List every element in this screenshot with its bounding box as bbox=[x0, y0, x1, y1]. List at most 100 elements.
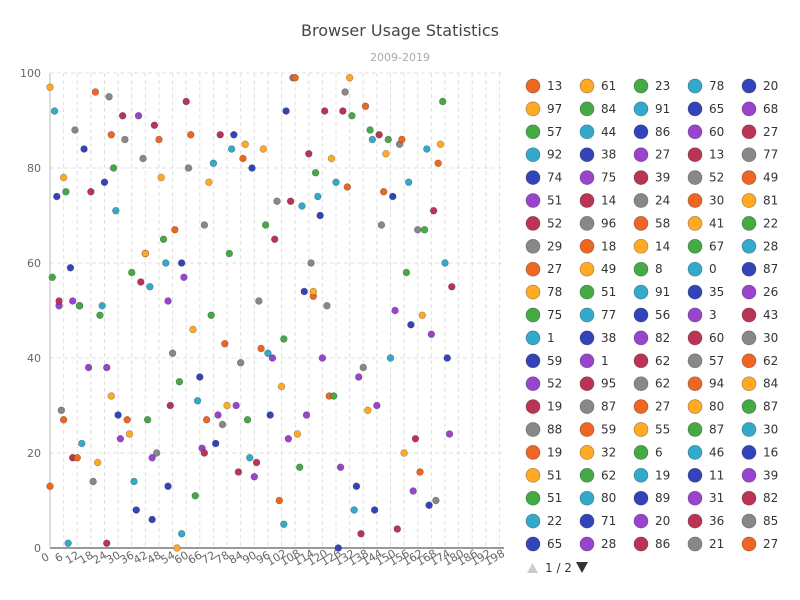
legend-item[interactable]: 20 bbox=[741, 78, 778, 94]
legend-item[interactable]: 94 bbox=[687, 376, 724, 392]
legend-item[interactable]: 11 bbox=[687, 467, 724, 483]
legend-item[interactable]: 57 bbox=[525, 124, 562, 140]
legend-item[interactable]: 78 bbox=[687, 78, 724, 94]
legend-item[interactable]: 51 bbox=[525, 490, 562, 506]
legend-item[interactable]: 92 bbox=[525, 147, 562, 163]
legend-item[interactable]: 36 bbox=[687, 513, 724, 529]
legend-item[interactable]: 89 bbox=[633, 490, 670, 506]
legend-item[interactable]: 68 bbox=[741, 101, 778, 117]
legend-item[interactable]: 71 bbox=[579, 513, 616, 529]
legend-item[interactable]: 80 bbox=[687, 399, 724, 414]
legend-item[interactable]: 20 bbox=[633, 513, 670, 529]
legend-item[interactable]: 87 bbox=[741, 399, 778, 414]
legend-item[interactable]: 24 bbox=[633, 193, 670, 208]
legend-item[interactable]: 30 bbox=[741, 422, 778, 437]
legend-item[interactable]: 3 bbox=[687, 307, 717, 323]
legend-item[interactable]: 39 bbox=[741, 467, 778, 483]
legend-item[interactable]: 35 bbox=[687, 284, 724, 300]
legend-item[interactable]: 52 bbox=[687, 170, 724, 185]
legend-item[interactable]: 62 bbox=[741, 353, 778, 369]
legend-item[interactable]: 39 bbox=[633, 170, 670, 185]
legend-prev-page-icon[interactable] bbox=[527, 563, 538, 573]
legend-item[interactable]: 32 bbox=[579, 445, 616, 460]
legend-item[interactable]: 87 bbox=[579, 399, 616, 414]
legend-next-page-icon[interactable] bbox=[576, 562, 588, 573]
legend-item[interactable]: 51 bbox=[525, 467, 562, 483]
legend-item[interactable]: 1 bbox=[579, 353, 609, 369]
legend-item[interactable]: 82 bbox=[633, 330, 670, 346]
legend-item[interactable]: 87 bbox=[741, 261, 778, 277]
legend-item[interactable]: 62 bbox=[579, 467, 616, 483]
legend-item[interactable]: 60 bbox=[687, 330, 724, 346]
legend-item[interactable]: 85 bbox=[741, 513, 778, 529]
legend-item[interactable]: 8 bbox=[633, 261, 663, 277]
legend-item[interactable]: 22 bbox=[525, 513, 562, 529]
legend-item[interactable]: 27 bbox=[633, 147, 670, 163]
legend-item[interactable]: 84 bbox=[741, 376, 778, 392]
legend-item[interactable]: 55 bbox=[633, 422, 670, 437]
legend-item[interactable]: 23 bbox=[633, 78, 670, 94]
legend-item[interactable]: 95 bbox=[579, 376, 616, 392]
legend-item[interactable]: 75 bbox=[579, 170, 616, 185]
legend-item[interactable]: 49 bbox=[579, 261, 616, 277]
legend-item[interactable]: 52 bbox=[525, 376, 562, 392]
legend-item[interactable]: 60 bbox=[687, 124, 724, 140]
legend-item[interactable]: 61 bbox=[579, 78, 616, 94]
legend-item[interactable]: 13 bbox=[525, 78, 562, 94]
legend-item[interactable]: 14 bbox=[633, 238, 670, 254]
legend-item[interactable]: 44 bbox=[579, 124, 616, 140]
legend-item[interactable]: 78 bbox=[525, 284, 562, 300]
legend-item[interactable]: 88 bbox=[525, 422, 562, 437]
legend-item[interactable]: 43 bbox=[741, 307, 778, 323]
legend-item[interactable]: 26 bbox=[741, 284, 778, 300]
legend-item[interactable]: 27 bbox=[741, 536, 778, 552]
legend-item[interactable]: 49 bbox=[741, 170, 778, 185]
legend-item[interactable]: 74 bbox=[525, 170, 562, 185]
legend-item[interactable]: 28 bbox=[579, 536, 616, 552]
legend-item[interactable]: 56 bbox=[633, 307, 670, 323]
legend-item[interactable]: 30 bbox=[741, 330, 778, 346]
legend-item[interactable]: 41 bbox=[687, 216, 724, 231]
legend-item[interactable]: 81 bbox=[741, 193, 778, 208]
legend-item[interactable]: 52 bbox=[525, 216, 562, 231]
legend-item[interactable]: 82 bbox=[741, 490, 778, 506]
legend-item[interactable]: 77 bbox=[741, 147, 778, 163]
legend-item[interactable]: 65 bbox=[525, 536, 562, 552]
legend-item[interactable]: 22 bbox=[741, 216, 778, 231]
legend-item[interactable]: 51 bbox=[579, 284, 616, 300]
legend-item[interactable]: 87 bbox=[687, 422, 724, 437]
legend-item[interactable]: 27 bbox=[741, 124, 778, 140]
legend-item[interactable]: 58 bbox=[633, 216, 670, 231]
legend-item[interactable]: 57 bbox=[687, 353, 724, 369]
legend-item[interactable]: 30 bbox=[687, 193, 724, 208]
legend-item[interactable]: 51 bbox=[525, 193, 562, 208]
legend-item[interactable]: 19 bbox=[633, 467, 670, 483]
legend-item[interactable]: 16 bbox=[741, 445, 778, 460]
legend-item[interactable]: 14 bbox=[579, 193, 616, 208]
legend-item[interactable]: 28 bbox=[741, 238, 778, 254]
legend-item[interactable]: 67 bbox=[687, 238, 724, 254]
legend-item[interactable]: 59 bbox=[579, 422, 616, 437]
legend-item[interactable]: 65 bbox=[687, 101, 724, 117]
legend-item[interactable]: 6 bbox=[633, 445, 663, 460]
legend-item[interactable]: 91 bbox=[633, 101, 670, 117]
legend-item[interactable]: 13 bbox=[687, 147, 724, 163]
legend-item[interactable]: 38 bbox=[579, 330, 616, 346]
legend-item[interactable]: 96 bbox=[579, 216, 616, 231]
legend-item[interactable]: 18 bbox=[579, 238, 616, 254]
legend-item[interactable]: 19 bbox=[525, 399, 562, 414]
legend-item[interactable]: 31 bbox=[687, 490, 724, 506]
legend-item[interactable]: 62 bbox=[633, 376, 670, 392]
legend-item[interactable]: 62 bbox=[633, 353, 670, 369]
legend-item[interactable]: 46 bbox=[687, 445, 724, 460]
legend-item[interactable]: 80 bbox=[579, 490, 616, 506]
legend-item[interactable]: 59 bbox=[525, 353, 562, 369]
legend-item[interactable]: 75 bbox=[525, 307, 562, 323]
legend-item[interactable]: 86 bbox=[633, 536, 670, 552]
legend-item[interactable]: 29 bbox=[525, 238, 562, 254]
legend-item[interactable]: 0 bbox=[687, 261, 717, 277]
legend-item[interactable]: 1 bbox=[525, 330, 555, 346]
legend-item[interactable]: 21 bbox=[687, 536, 724, 552]
legend-item[interactable]: 86 bbox=[633, 124, 670, 140]
legend-item[interactable]: 77 bbox=[579, 307, 616, 323]
